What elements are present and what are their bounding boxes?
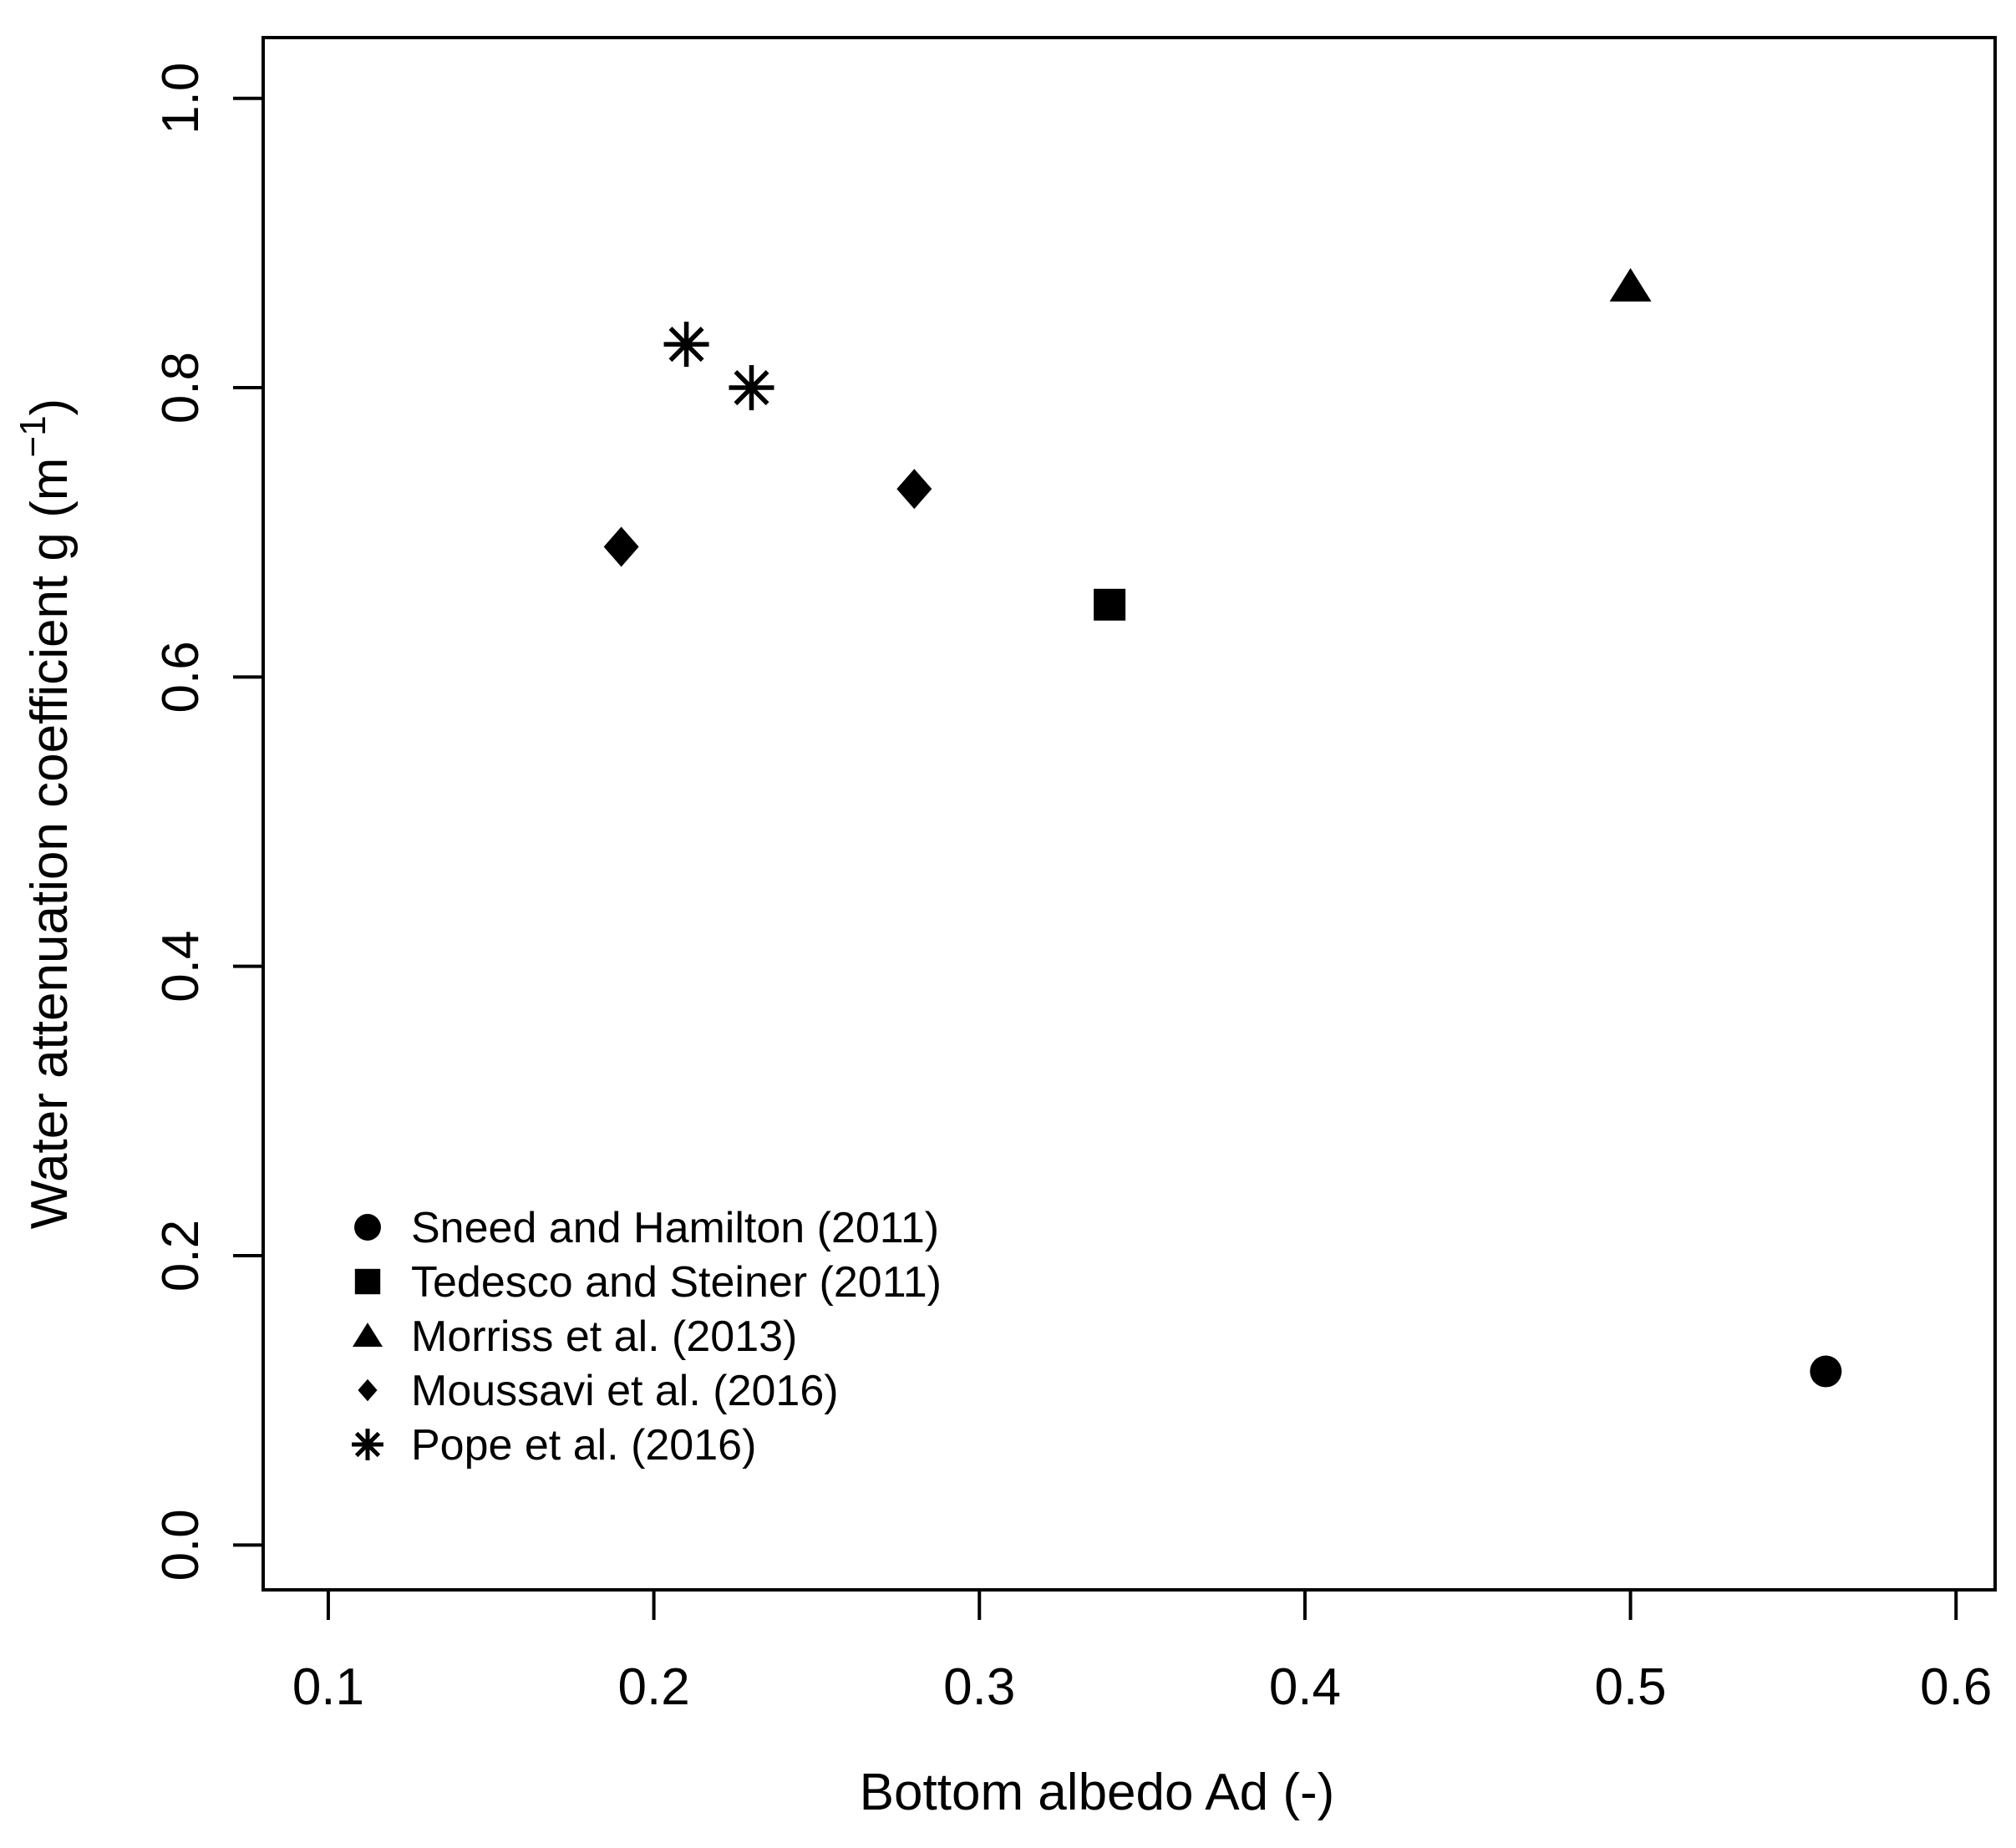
x-tick-label: 0.4 <box>1269 1658 1341 1716</box>
legend-item: Pope et al. (2016) <box>352 1421 756 1470</box>
x-axis-title: Bottom albedo Ad (-) <box>860 1764 1335 1821</box>
y-tick-label: 0.4 <box>152 931 210 1003</box>
legend-label: Morriss et al. (2013) <box>411 1312 797 1361</box>
x-tick-label: 0.2 <box>617 1658 689 1716</box>
legend-label: Pope et al. (2016) <box>411 1421 756 1470</box>
data-point-triangle <box>1609 267 1652 302</box>
y-tick-label: 0.8 <box>152 352 210 424</box>
legend-marker-diamond <box>358 1378 378 1402</box>
y-axis-title: Water attenuation coefficient g (m−1) <box>13 399 79 1229</box>
legend-item: Moussavi et al. (2016) <box>358 1367 839 1415</box>
x-tick-label: 0.5 <box>1594 1658 1666 1716</box>
legend-marker-circle <box>354 1214 381 1241</box>
x-tick-label: 0.6 <box>1920 1658 1992 1716</box>
y-axis-title-post: ) <box>21 399 79 416</box>
legend-item: Morriss et al. (2013) <box>353 1312 797 1361</box>
y-tick-label: 0.6 <box>152 641 210 713</box>
y-tick-label: 1.0 <box>152 63 210 135</box>
y-tick-label: 0.0 <box>152 1509 210 1581</box>
legend-item: Tedesco and Steiner (2011) <box>354 1258 942 1307</box>
data-point-asterisk <box>681 339 692 350</box>
y-axis-title-pre: Water attenuation coefficient g (m <box>21 458 79 1230</box>
data-point-square <box>1094 588 1126 621</box>
data-point-diamond <box>896 469 932 510</box>
legend-label: Tedesco and Steiner (2011) <box>411 1258 942 1307</box>
plot-border <box>262 36 1997 1592</box>
data-point-circle <box>1810 1355 1842 1388</box>
y-tick-label: 0.2 <box>152 1220 210 1292</box>
legend-marker-triangle <box>353 1323 383 1347</box>
y-axis-title-superscript: −1 <box>13 415 53 457</box>
chart-generated-layer: 0.1 0.2 0.3 0.4 0.5 0.6 0.0 0.2 0.4 0.6 0.8 1.0 Snee… <box>152 36 1997 1716</box>
legend-marker-square <box>354 1268 381 1295</box>
legend-label: Sneed and Hamilton (2011) <box>411 1204 939 1252</box>
legend-marker-asterisk <box>366 1431 381 1446</box>
x-tick-label: 0.1 <box>292 1658 364 1716</box>
data-point-asterisk <box>746 383 757 393</box>
x-tick-label: 0.3 <box>943 1658 1015 1716</box>
data-point-diamond <box>603 526 639 567</box>
legend-item: Sneed and Hamilton (2011) <box>354 1204 939 1252</box>
legend-label: Moussavi et al. (2016) <box>411 1367 839 1415</box>
